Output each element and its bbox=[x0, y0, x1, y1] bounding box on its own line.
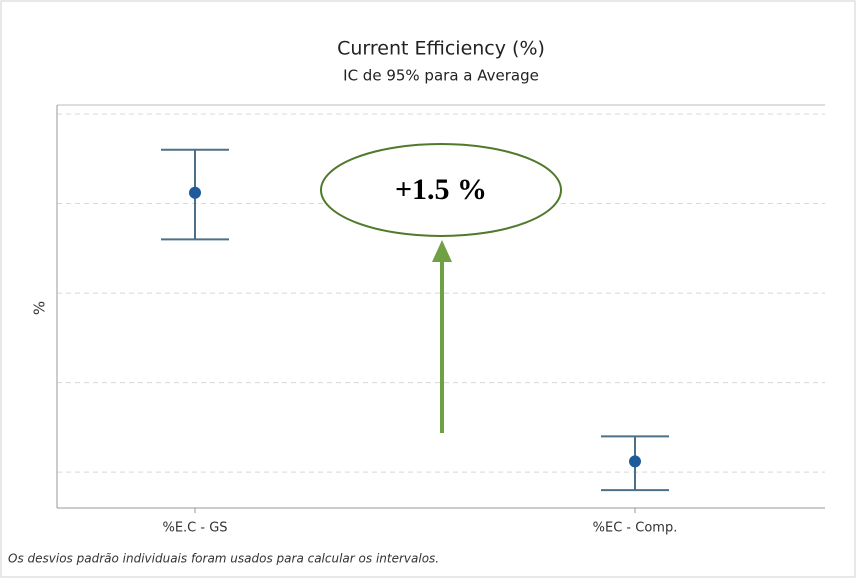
x-tick-label: %EC - Comp. bbox=[593, 521, 678, 536]
mean-dot bbox=[189, 186, 201, 199]
callout bbox=[320, 143, 562, 237]
chart-title: Current Efficiency (%) bbox=[337, 38, 545, 60]
arrow-head bbox=[432, 240, 452, 262]
mean-dot bbox=[629, 455, 641, 468]
chart-subtitle: IC de 95% para a Average bbox=[343, 67, 539, 85]
y-axis-label: % bbox=[31, 301, 49, 315]
annotation-text: +1.5 % bbox=[395, 173, 487, 206]
x-tick-label: %E.C - GS bbox=[162, 521, 227, 536]
footnote: Os desvios padrão individuais foram usad… bbox=[8, 552, 439, 566]
annotation: +1.5 % bbox=[320, 143, 562, 433]
